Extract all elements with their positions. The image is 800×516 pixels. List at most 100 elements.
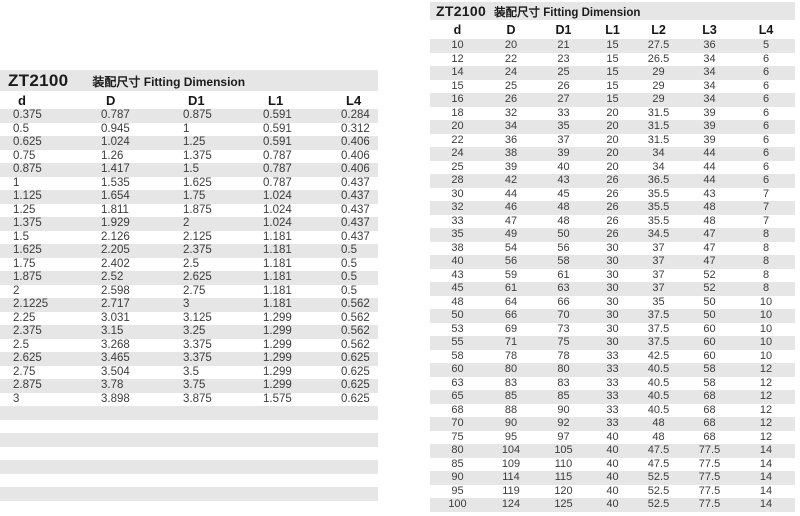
cell: 3.75 [183,379,206,391]
cell: 6 [762,93,770,105]
cell: 77.5 [698,498,721,510]
cell: 52 [703,282,716,294]
table-row: 2.625 3.465 3.375 1.299 0.625 [0,352,378,366]
table-row: 63 83 83 33 40.5 58 12 [430,377,795,391]
cell: 119 [502,484,520,497]
cell: 54 [504,241,518,254]
cell: 2 [13,284,20,297]
cell: 40 [606,430,619,443]
cell: 0.625 [341,365,370,378]
cell: 36 [703,39,716,51]
cell: 47 [703,241,716,254]
cell: 1 [13,176,20,189]
cell: 3.031 [101,311,130,324]
cell: 58 [703,376,716,389]
cell: 15 [606,66,619,78]
cell: 25 [557,66,570,78]
table-row: 95 119 120 40 52.5 77.5 14 [430,485,795,499]
cell: 59 [504,268,518,281]
cell: 3.504 [101,365,130,378]
table-row: 0.5 0.945 1 0.591 0.312 [0,123,378,137]
cell: 15 [606,93,619,105]
cell: 34 [703,52,716,65]
cell: 20 [606,133,619,146]
table-row: 30 44 45 26 35.5 43 7 [430,188,795,202]
cell: 40 [606,444,619,456]
cell: 1.811 [101,203,129,216]
cell: 0.312 [341,122,370,135]
cell: 37 [652,268,665,281]
cell: 6 [762,147,770,159]
cell: 43 [557,174,570,186]
cell: 30 [606,241,619,254]
empty-row [0,474,378,488]
cell: 124 [501,498,521,510]
cell: 7 [762,214,770,227]
cell: 12 [759,376,773,389]
cell: 0.591 [263,109,292,121]
cell: 75 [451,430,464,443]
cell: 44 [703,174,716,186]
cell: 35.5 [647,201,670,213]
cell: 70 [557,309,570,321]
cell: 6 [762,66,770,78]
cell: 1.181 [263,284,292,297]
table-row: 3 3.898 3.875 1.575 0.625 [0,393,378,407]
right-model-label: ZT2100 [436,3,487,19]
cell: 77.5 [698,484,721,497]
column-header-l4: L4 [346,93,362,108]
cell: 3.15 [101,325,124,337]
cell: 37.5 [647,322,670,335]
cell: 2.125 [183,230,212,243]
cell: 38 [451,241,464,254]
cell: 3 [13,392,20,405]
cell: 1.575 [263,392,292,405]
column-header-d: D [106,93,116,108]
cell: 0.5 [341,257,357,270]
cell: 125 [554,498,573,510]
cell: 34 [652,160,665,173]
cell: 52 [703,268,716,281]
cell: 85 [557,390,570,402]
cell: 95 [504,430,518,443]
cell: 6 [762,52,770,65]
cell: 40.5 [647,403,670,416]
cell: 64 [504,295,518,308]
fitting-dimension-table-metric: ZT2100 装配尺寸 Fitting Dimension d D D1 L1 L2 L3… [430,2,795,512]
cell: 90 [451,471,464,483]
empty-row [0,433,378,447]
cell: 33 [606,349,619,362]
cell: 42.5 [647,349,670,362]
cell: 2.205 [101,244,130,256]
right-table-subtitle: 装配尺寸 Fitting Dimension [494,4,640,20]
table-row: 10 20 21 15 27.5 36 5 [430,39,795,53]
cell: 0.945 [101,122,130,135]
cell: 47 [703,255,716,267]
column-header-l4: L4 [758,23,774,37]
cell: 22 [451,133,464,146]
cell: 2.375 [13,325,42,337]
cell: 1.75 [183,190,206,202]
cell: 37 [652,282,665,294]
cell: 2.52 [101,271,124,283]
cell: 60 [703,322,716,335]
table-row: 0.875 1.417 1.5 0.787 0.406 [0,163,378,177]
cell: 0.406 [341,136,370,148]
cell: 3.465 [101,352,130,364]
table-row: 75 95 97 40 48 68 12 [430,431,795,445]
cell: 2.75 [183,284,206,297]
table-row: 0.375 0.787 0.875 0.591 0.284 [0,109,378,123]
cell: 32 [451,201,464,213]
table-row: 18 32 33 20 31.5 39 6 [430,107,795,121]
cell: 10 [759,336,773,348]
cell: 12 [759,403,773,416]
cell: 44 [504,187,518,200]
cell: 2.625 [13,352,42,364]
cell: 30 [606,255,619,267]
cell: 60 [703,349,716,362]
table-row: 85 109 110 40 47.5 77.5 14 [430,458,795,472]
cell: 10 [759,349,773,362]
cell: 0.625 [13,136,42,148]
cell: 1.181 [263,298,292,310]
cell: 14 [759,457,773,470]
